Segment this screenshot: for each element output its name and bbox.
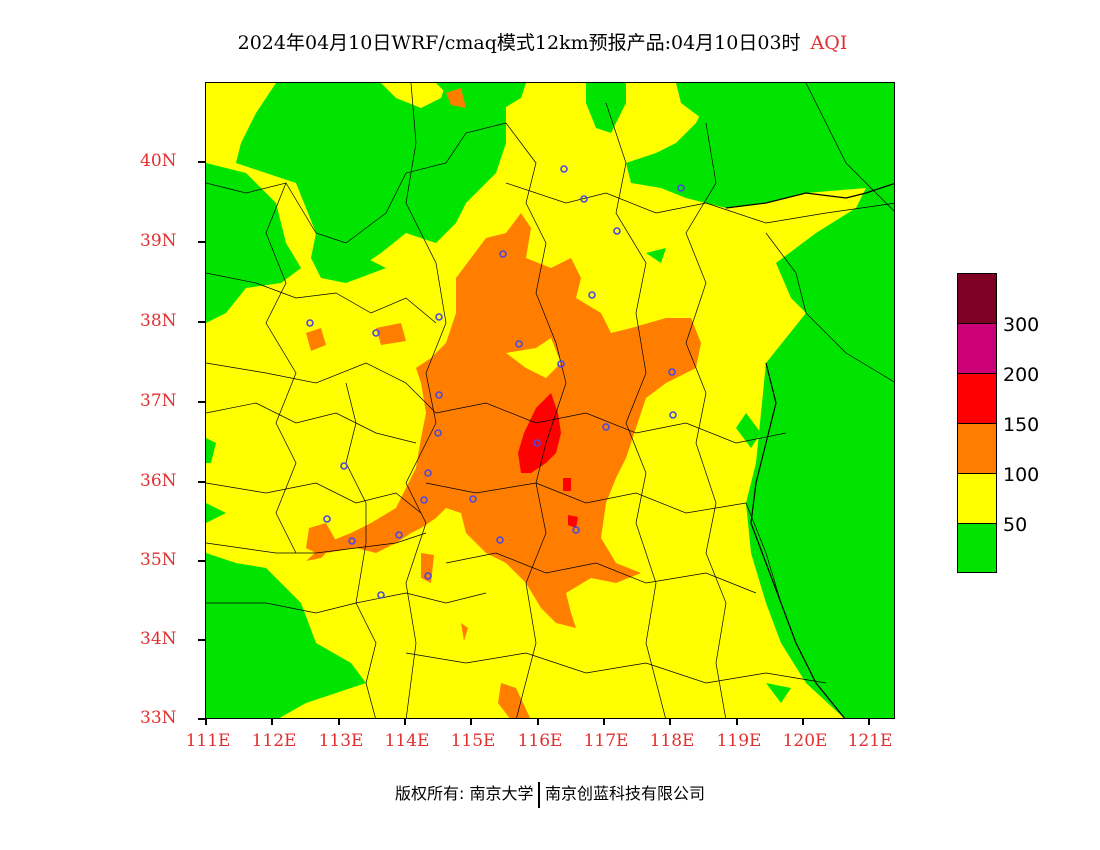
aqi-map-canvas — [206, 83, 894, 718]
map-title: 2024年04月10日WRF/cmaq模式12km预报产品:04月10日03时 A… — [0, 28, 1085, 55]
title-main: 2024年04月10日WRF/cmaq模式12km预报产品:04月10日03时 — [237, 32, 801, 54]
lon-tick — [868, 719, 870, 725]
lat-label-37n: 37N — [140, 391, 177, 411]
city-marker — [306, 319, 314, 327]
city-marker — [469, 495, 477, 503]
city-marker — [560, 165, 568, 173]
lon-label-117e: 117E — [583, 731, 629, 751]
legend-label-50: 50 — [1003, 514, 1028, 536]
lat-tick — [198, 481, 205, 483]
city-marker — [435, 313, 443, 321]
copyright-footer: 版权所有: 南京大学 南京创蓝科技有限公司 — [0, 780, 1100, 808]
city-marker — [434, 429, 442, 437]
lat-tick — [198, 560, 205, 562]
legend-label-300: 300 — [1003, 314, 1040, 336]
city-marker — [424, 572, 432, 580]
city-marker — [588, 291, 596, 299]
lat-tick — [198, 718, 205, 720]
lat-tick — [198, 241, 205, 243]
lon-tick — [404, 719, 406, 725]
city-marker — [677, 184, 685, 192]
city-marker — [580, 195, 588, 203]
city-marker — [420, 496, 428, 504]
lat-label-34n: 34N — [140, 629, 177, 649]
city-marker — [372, 329, 380, 337]
aqi-legend — [957, 273, 997, 573]
legend-swatch-orange — [957, 423, 997, 473]
lon-label-111e: 111E — [185, 731, 231, 751]
lat-label-39n: 39N — [140, 231, 177, 251]
lon-label-120e: 120E — [782, 731, 828, 751]
city-marker — [323, 515, 331, 523]
city-marker — [602, 423, 610, 431]
lat-label-35n: 35N — [140, 550, 177, 570]
lat-label-38n: 38N — [140, 311, 177, 331]
lon-tick — [802, 719, 804, 725]
lon-tick — [338, 719, 340, 725]
legend-swatch-purple — [957, 323, 997, 373]
lon-label-115e: 115E — [450, 731, 496, 751]
lon-tick — [537, 719, 539, 725]
city-marker — [572, 526, 580, 534]
lat-tick — [198, 321, 205, 323]
city-marker — [533, 439, 541, 447]
aqi-zone-orange — [306, 88, 701, 718]
lon-label-121e: 121E — [847, 731, 893, 751]
title-variable: AQI — [810, 32, 848, 54]
copyright-text: 版权所有: 南京大学 — [395, 784, 534, 803]
lat-label-36n: 36N — [140, 471, 177, 491]
lat-tick — [198, 161, 205, 163]
lon-tick — [470, 719, 472, 725]
lon-label-118e: 118E — [649, 731, 695, 751]
lon-tick — [205, 719, 207, 725]
city-marker — [340, 462, 348, 470]
city-marker — [395, 531, 403, 539]
city-marker — [669, 411, 677, 419]
city-marker — [424, 469, 432, 477]
lon-label-112e: 112E — [251, 731, 297, 751]
coastline — [725, 183, 894, 718]
legend-label-200: 200 — [1003, 364, 1040, 386]
city-marker — [496, 536, 504, 544]
lon-tick — [669, 719, 671, 725]
city-marker — [348, 537, 356, 545]
footer-separator — [538, 781, 540, 808]
lat-label-40n: 40N — [140, 151, 177, 171]
lon-label-113e: 113E — [318, 731, 364, 751]
lat-tick — [198, 401, 205, 403]
lat-tick — [198, 639, 205, 641]
lat-label-33n: 33N — [140, 708, 177, 728]
lon-tick — [271, 719, 273, 725]
map-boundaries — [206, 83, 894, 718]
city-marker — [668, 368, 676, 376]
city-marker — [435, 391, 443, 399]
city-markers — [306, 165, 685, 599]
city-marker — [613, 227, 621, 235]
lon-tick — [603, 719, 605, 725]
lon-tick — [736, 719, 738, 725]
lon-label-114e: 114E — [384, 731, 430, 751]
legend-swatch-green — [957, 523, 997, 573]
lon-label-119e: 119E — [716, 731, 762, 751]
legend-label-150: 150 — [1003, 414, 1040, 436]
legend-swatch-maroon — [957, 273, 997, 323]
legend-swatch-yellow — [957, 473, 997, 523]
aqi-map[interactable] — [205, 82, 895, 719]
lon-label-116e: 116E — [517, 731, 563, 751]
city-marker — [499, 250, 507, 258]
legend-swatch-red — [957, 373, 997, 423]
city-marker — [515, 340, 523, 348]
aqi-zone-red — [518, 393, 578, 528]
city-marker — [557, 360, 565, 368]
city-marker — [377, 591, 385, 599]
legend-label-100: 100 — [1003, 464, 1040, 486]
company-text: 南京创蓝科技有限公司 — [544, 784, 705, 803]
aqi-zone-green — [206, 83, 894, 718]
